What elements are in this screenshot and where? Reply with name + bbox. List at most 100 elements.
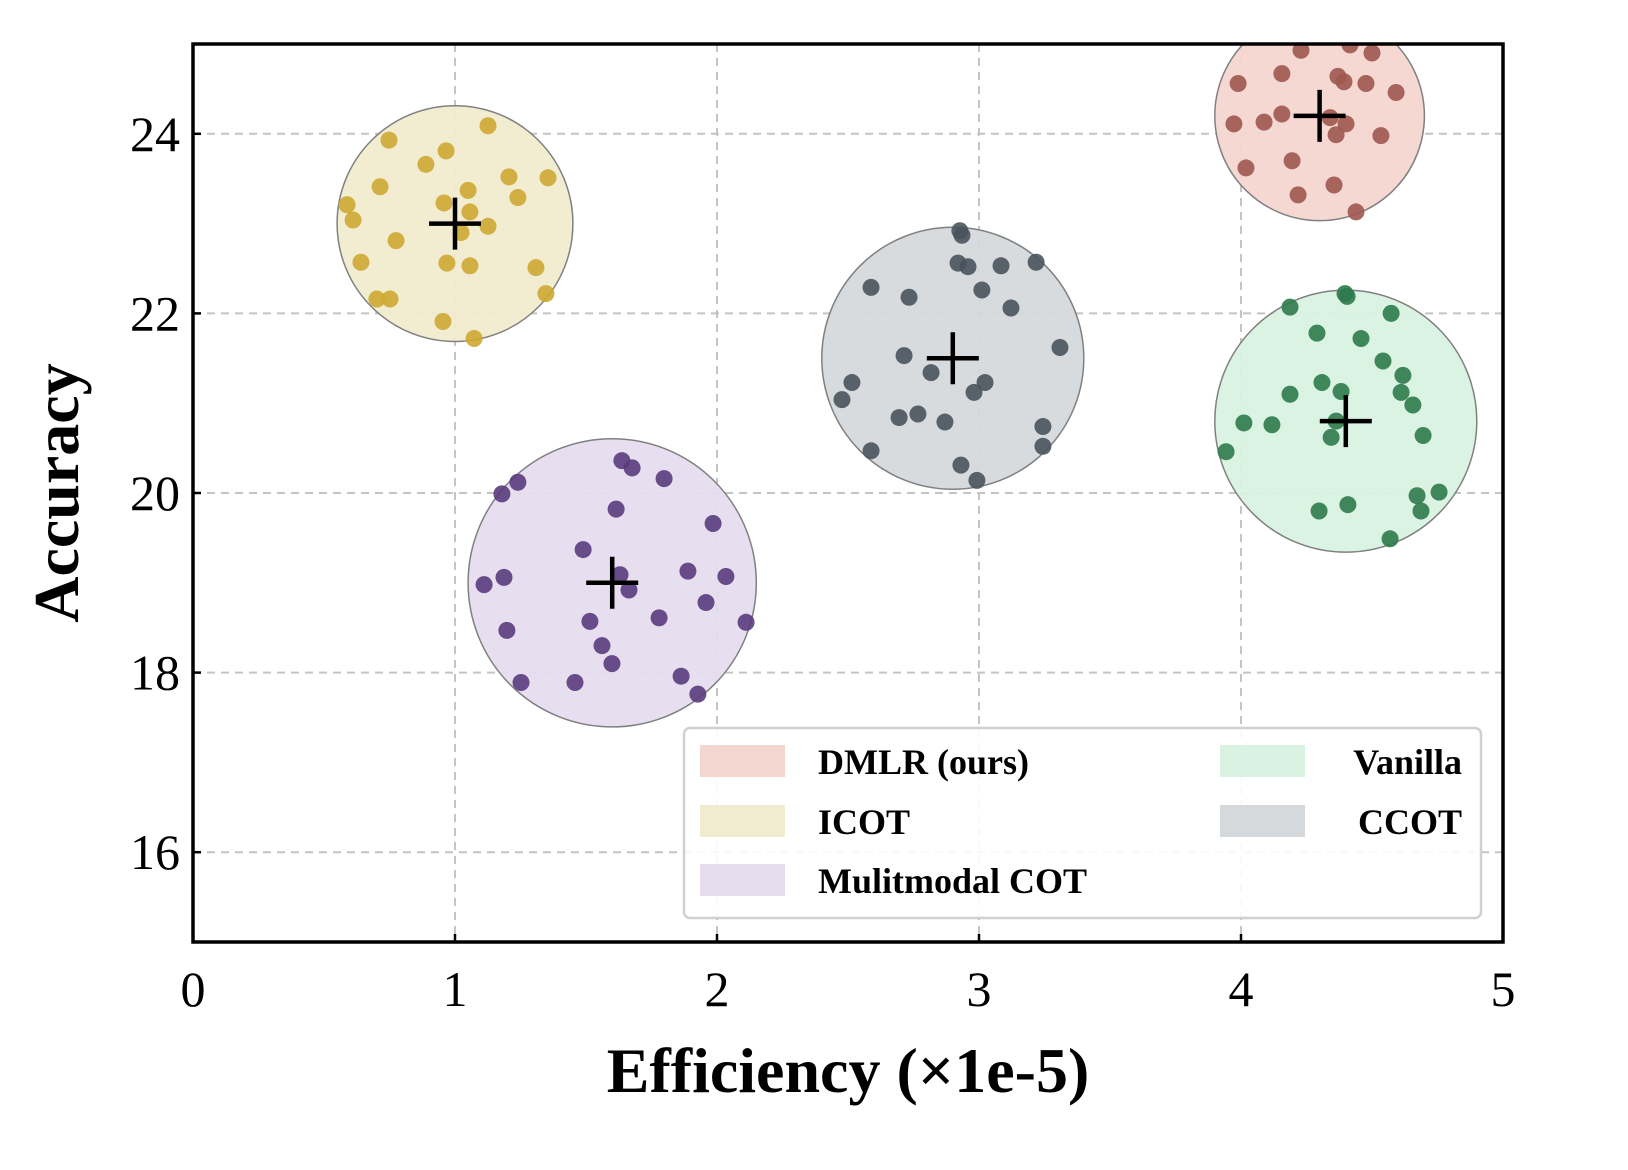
data-point (1235, 414, 1253, 432)
data-point (1002, 299, 1020, 317)
cluster-ccot (821, 222, 1085, 491)
legend-label: DMLR (ours) (818, 742, 1029, 782)
data-point (1414, 427, 1432, 445)
clusters (336, 44, 1478, 728)
data-point (890, 409, 908, 427)
data-point (1273, 65, 1291, 83)
data-point (1051, 339, 1069, 357)
data-point (387, 232, 405, 250)
data-point (479, 117, 497, 135)
data-point (862, 442, 880, 460)
x-tick-label: 3 (967, 961, 992, 1017)
data-point (371, 178, 389, 196)
cluster-mulitmodal-cot (467, 437, 758, 728)
legend-swatch (700, 805, 785, 837)
data-point (936, 413, 954, 431)
data-point (581, 612, 599, 630)
data-point (1034, 437, 1052, 455)
data-point (438, 254, 456, 272)
y-tick-label: 18 (130, 645, 180, 701)
data-point (1292, 44, 1310, 59)
data-point (952, 456, 970, 474)
data-point (344, 211, 362, 229)
data-point (1382, 304, 1400, 322)
data-point (843, 374, 861, 392)
x-tick-label: 4 (1229, 961, 1254, 1017)
y-tick-label: 24 (130, 106, 180, 162)
data-point (607, 500, 625, 518)
y-tick-label: 22 (130, 285, 180, 341)
legend-item: Vanilla (1220, 742, 1462, 782)
x-tick-label: 5 (1491, 961, 1516, 1017)
data-point (509, 473, 527, 491)
data-point (973, 281, 991, 299)
centroid-marker (586, 556, 639, 609)
data-point (976, 374, 994, 392)
data-point (655, 470, 673, 488)
data-point (1289, 186, 1307, 204)
data-point (1335, 73, 1353, 91)
data-point (1352, 330, 1370, 348)
centroid-marker (1319, 395, 1372, 448)
data-point (1327, 126, 1345, 144)
data-point (465, 330, 483, 348)
data-point (672, 667, 690, 685)
data-point (368, 290, 386, 308)
data-point (623, 459, 641, 477)
data-point (717, 568, 735, 586)
data-point (1308, 324, 1326, 342)
data-point (1339, 496, 1357, 514)
data-point (495, 568, 513, 586)
data-point (537, 285, 555, 303)
data-point (1374, 352, 1392, 370)
data-point (1430, 483, 1448, 501)
data-point (461, 203, 479, 221)
centroid-marker (926, 332, 979, 385)
data-point (493, 485, 511, 503)
x-tick-label: 0 (181, 961, 206, 1017)
legend-item: Mulitmodal COT (700, 861, 1087, 901)
legend-item: CCOT (1220, 802, 1462, 842)
data-point (512, 673, 530, 691)
cluster-icot (336, 104, 574, 348)
data-point (697, 594, 715, 612)
y-axis-label: Accuracy (21, 363, 92, 622)
data-point (527, 259, 545, 277)
data-point (1337, 115, 1355, 133)
data-point (1347, 203, 1365, 221)
data-point (737, 613, 755, 631)
data-point (1392, 383, 1410, 401)
data-point (1027, 253, 1045, 271)
data-point (434, 312, 452, 330)
legend-swatch (700, 745, 785, 777)
data-point (593, 637, 611, 655)
data-point (500, 168, 518, 186)
data-point (509, 189, 527, 207)
data-point (1313, 374, 1331, 392)
data-point (461, 257, 479, 275)
data-point (338, 196, 356, 214)
legend-label: Vanilla (1353, 742, 1462, 782)
x-tick-label: 1 (443, 961, 468, 1017)
legend-swatch (700, 864, 785, 896)
data-point (352, 253, 370, 271)
data-point (620, 581, 638, 599)
data-point (650, 609, 668, 627)
data-point (1281, 385, 1299, 403)
legend-label: CCOT (1358, 802, 1462, 842)
data-point (1217, 443, 1235, 461)
data-point (862, 278, 880, 296)
data-point (689, 685, 707, 703)
data-point (1394, 366, 1412, 384)
data-point (437, 142, 455, 160)
data-point (1341, 44, 1359, 54)
ticks: 0 1 2 3 4 5 16 18 20 22 24 (130, 106, 1516, 1017)
legend: DMLR (ours) ICOT Mulitmodal COT Vanilla CCOT (682, 726, 1483, 920)
legend-label: Mulitmodal COT (818, 861, 1087, 901)
x-tick-label: 2 (705, 961, 730, 1017)
data-point (900, 288, 918, 306)
y-tick-label: 16 (130, 824, 180, 880)
data-point (574, 541, 592, 559)
legend-label: ICOT (818, 802, 910, 842)
